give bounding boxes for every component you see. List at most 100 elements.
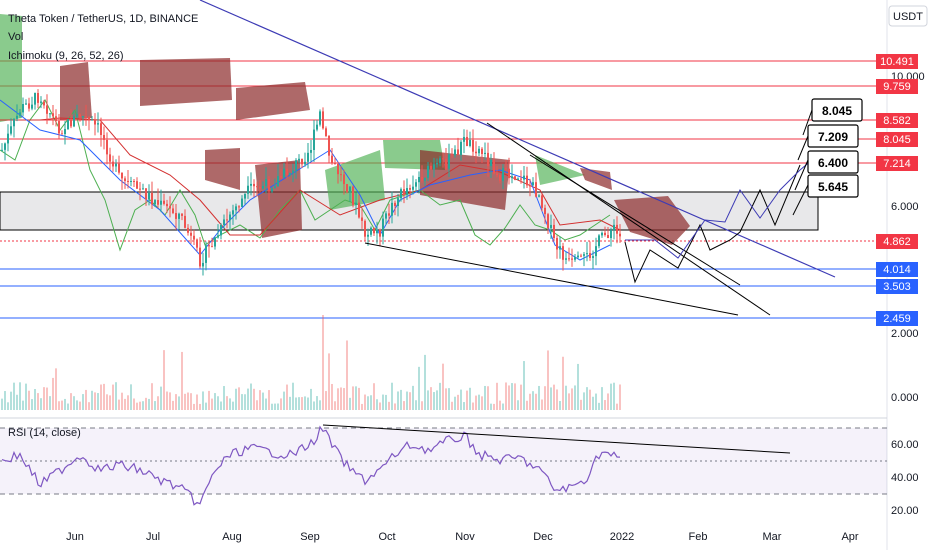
candle-body [205,245,207,263]
candle-body [592,256,594,258]
target-callout-box[interactable] [807,124,859,148]
callout-pointer [802,109,813,136]
candle-body [616,224,618,234]
target-callout-box[interactable] [811,98,863,122]
volume-bar [334,401,336,410]
volume-bar [31,399,33,410]
callout-pointer [794,159,809,191]
volume-bar [490,403,492,410]
volume-bar [487,386,489,410]
candle-body [328,135,330,156]
candle-body [562,246,564,260]
time-axis[interactable]: Jun Jul Aug Sep Oct Nov Dec 2022 Feb Mar… [66,531,859,543]
volume-bar [76,400,78,410]
candle-body [493,159,495,174]
rsi-indicator-label[interactable]: RSI (14, close) [8,427,81,439]
volume-bar [10,391,12,410]
candle-body [28,103,30,109]
candle-body [532,182,534,186]
volume-bar [55,368,57,410]
candle-body [1,149,3,151]
volume-bar [145,397,147,410]
volume-bar [517,400,519,410]
candle-body [310,150,312,153]
projected-path-black [624,164,801,284]
volume-bar [427,390,429,410]
candle-body [595,246,597,257]
volume-bar [100,384,102,410]
volume-bar [37,393,39,410]
candle-body [481,148,483,155]
volume-bar [34,389,36,410]
volume-bar [442,363,444,410]
candle-body [388,213,390,216]
rsi-band [0,428,887,494]
candle-body [406,188,408,195]
volume-bar [385,394,387,410]
volume-bar [28,390,30,410]
price-tag-bg [876,156,918,171]
price-tag-bg [876,311,918,326]
volume-bar [208,390,210,410]
volume-bar [274,403,276,410]
volume-bar [85,389,87,410]
volume-bar [175,394,177,410]
volume-bar [193,403,195,410]
cloud-bear [580,168,612,190]
volume-bar [214,393,216,410]
candle-body [568,258,570,260]
volume-bar [49,396,51,410]
candle-body [496,173,498,176]
candle-body [34,93,36,105]
candle-body [262,186,264,189]
candle-body [256,186,258,188]
volume-bar [286,384,288,410]
candle-body [484,152,486,155]
candle-body [301,158,303,165]
volume-bar [22,400,24,410]
candle-body [49,113,51,115]
candle-body [412,186,414,190]
target-callout-box[interactable] [807,174,859,198]
candle-body [472,139,474,152]
target-callouts[interactable]: 8.045 7.209 6.400 5.645 [807,98,863,198]
target-callout-box[interactable] [807,150,859,174]
target-label-2: 7.209 [818,130,848,144]
volume-bar [97,393,99,410]
volume-bar [130,384,132,410]
volume-bar [388,401,390,410]
candle-body [319,111,321,125]
volume-bar [301,397,303,410]
volume-bar [439,382,441,410]
candle-body [511,176,513,179]
candle-body [604,232,606,235]
price-tag: 2.459 [883,313,911,325]
volume-bar [364,394,366,410]
target-label-1: 8.045 [822,104,852,118]
volume-bar [127,395,129,410]
volume-bar [229,398,231,410]
candle-body [547,214,549,229]
candle-body [163,200,165,204]
volume-bar [322,315,324,410]
time-tick: Nov [455,531,475,543]
volume-bar [604,400,606,410]
candle-body [166,203,168,207]
volume-bar [568,393,570,410]
candle-body [313,129,315,151]
volume-bar [139,401,141,410]
volume-bar [556,389,558,410]
candle-body [418,176,420,183]
volume-bar [400,389,402,410]
ichimoku-indicator-label[interactable]: Ichimoku (9, 26, 52, 26) [8,50,124,62]
candle-body [286,168,288,175]
volume-bar [574,385,576,410]
price-tick-6: 6.000 [891,201,919,213]
volume-bar [391,382,393,410]
candle-body [121,172,123,179]
volume-bar [223,386,225,410]
candle-body [391,202,393,216]
currency-badge[interactable] [888,5,928,27]
volume-indicator-label[interactable]: Vol [8,31,23,43]
